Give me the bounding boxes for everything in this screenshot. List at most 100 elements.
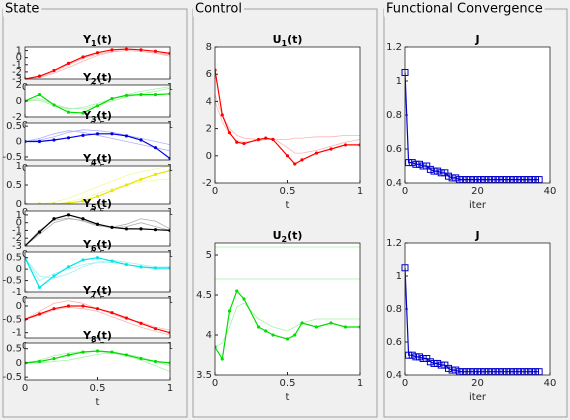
y-tick-label: 0.8 (386, 110, 402, 121)
marker (139, 357, 143, 361)
x-tick-label: 20 (471, 186, 484, 197)
y-tick-label: 4 (206, 96, 212, 107)
y-tick-label: 1.2 (386, 238, 402, 249)
plot-lines (25, 213, 170, 246)
marker (153, 146, 158, 150)
marker (66, 213, 71, 217)
panel-title-bg (3, 1, 42, 17)
marker (37, 74, 42, 78)
marker (110, 259, 114, 263)
marker (52, 217, 56, 221)
chart-title: Y4(t) (82, 152, 112, 167)
plot-area (25, 123, 170, 160)
plot-lines (25, 256, 170, 290)
marker (300, 158, 304, 162)
marker (153, 172, 158, 176)
marker (227, 131, 232, 135)
marker (416, 160, 423, 168)
marker (124, 134, 129, 138)
title-suffix: (t) (97, 238, 112, 251)
x-tick-label: 1 (357, 186, 363, 197)
title-symbol: Y (82, 329, 92, 342)
title-suffix: (t) (287, 229, 302, 242)
plot-area (25, 343, 170, 380)
chart-title: Y7(t) (82, 284, 112, 299)
y-tick-label: 0.5 (6, 180, 22, 191)
marker (37, 285, 42, 290)
x-tick-label: 0 (212, 186, 218, 197)
line (25, 129, 170, 145)
title-suffix: (t) (97, 329, 112, 342)
marker (343, 143, 348, 147)
marker (153, 266, 158, 270)
marker (52, 274, 56, 278)
marker (95, 349, 100, 353)
panel-frame (192, 8, 378, 418)
marker (66, 265, 71, 269)
chart-title: J (474, 33, 479, 46)
title-symbol: Y (82, 33, 92, 46)
y-tick-label: 2 (206, 124, 212, 135)
title-symbol: J (474, 33, 479, 46)
marker (37, 312, 42, 316)
x-tick-label: 0 (22, 383, 28, 394)
marker (285, 154, 290, 158)
panel-title-bg (384, 1, 545, 17)
marker (52, 68, 56, 73)
marker (314, 151, 319, 155)
x-tick-label: 0 (402, 186, 408, 197)
y-tick-label: -0.5 (2, 314, 22, 325)
y-tick-label: -1 (12, 328, 22, 339)
marker (52, 357, 56, 361)
plot-area (25, 211, 170, 246)
y-tick-label: 0 (16, 301, 22, 312)
marker (220, 113, 224, 117)
line (25, 166, 170, 204)
axes: 3.5 4 4.5 5 0 0.5 1 U2(t) t (196, 229, 363, 403)
marker (139, 177, 143, 181)
axes: -1-0.500.500.51Y6(t) (2, 238, 173, 306)
marker (408, 351, 416, 359)
marker (124, 262, 129, 267)
y-tick-label: 0 (16, 137, 22, 148)
marker (110, 189, 114, 193)
marker (293, 162, 297, 166)
chart-title: Y6(t) (82, 238, 112, 253)
y-tick-label: 0 (16, 218, 22, 229)
title-suffix: (t) (97, 284, 112, 297)
y-tick-label: -1 (12, 287, 22, 298)
x-tick-label: 0 (402, 378, 408, 389)
marker (329, 321, 333, 325)
plot-lines (25, 47, 170, 79)
marker (95, 307, 100, 311)
y-tick-label: 0.6 (386, 337, 402, 348)
y-tick-label: 0.5 (6, 344, 22, 355)
marker (430, 167, 438, 175)
plot-lines (25, 349, 170, 372)
title-suffix: (t) (97, 109, 112, 122)
x-tick-label: 40 (544, 186, 557, 197)
title-index: 7 (91, 290, 97, 299)
title-symbol: Y (82, 284, 92, 297)
marker (110, 311, 114, 315)
marker (139, 138, 143, 142)
y-tick-label: -2 (12, 112, 22, 123)
y-tick-label: 1 (16, 46, 22, 57)
marker (81, 55, 85, 59)
line (25, 178, 170, 204)
marker (66, 136, 71, 140)
plot-area (25, 298, 170, 338)
chart-title: Y2(t) (82, 71, 112, 86)
y-tick-label: 0 (16, 264, 22, 275)
marker (95, 51, 100, 55)
plot-area (405, 47, 550, 183)
marker (81, 304, 85, 308)
marker (81, 133, 85, 137)
marker (452, 174, 460, 182)
plot-lines (25, 86, 170, 115)
x-tick-label: 40 (544, 378, 557, 389)
marker (81, 350, 85, 354)
marker (437, 169, 445, 177)
